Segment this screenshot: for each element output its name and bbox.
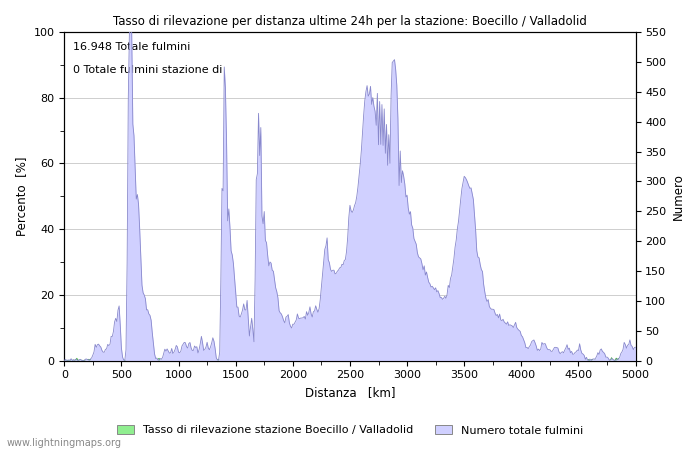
Y-axis label: Percento  [%]: Percento [%] [15,157,28,236]
X-axis label: Distanza   [km]: Distanza [km] [304,386,395,399]
Title: Tasso di rilevazione per distanza ultime 24h per la stazione: Boecillo / Vallado: Tasso di rilevazione per distanza ultime… [113,15,587,28]
Text: www.lightningmaps.org: www.lightningmaps.org [7,438,122,448]
Text: 0 Totale fulmini stazione di: 0 Totale fulmini stazione di [73,65,222,75]
Y-axis label: Numero: Numero [672,173,685,220]
Legend: Tasso di rilevazione stazione Boecillo / Valladolid, Numero totale fulmini: Tasso di rilevazione stazione Boecillo /… [113,421,587,440]
Text: 16.948 Totale fulmini: 16.948 Totale fulmini [73,42,190,52]
